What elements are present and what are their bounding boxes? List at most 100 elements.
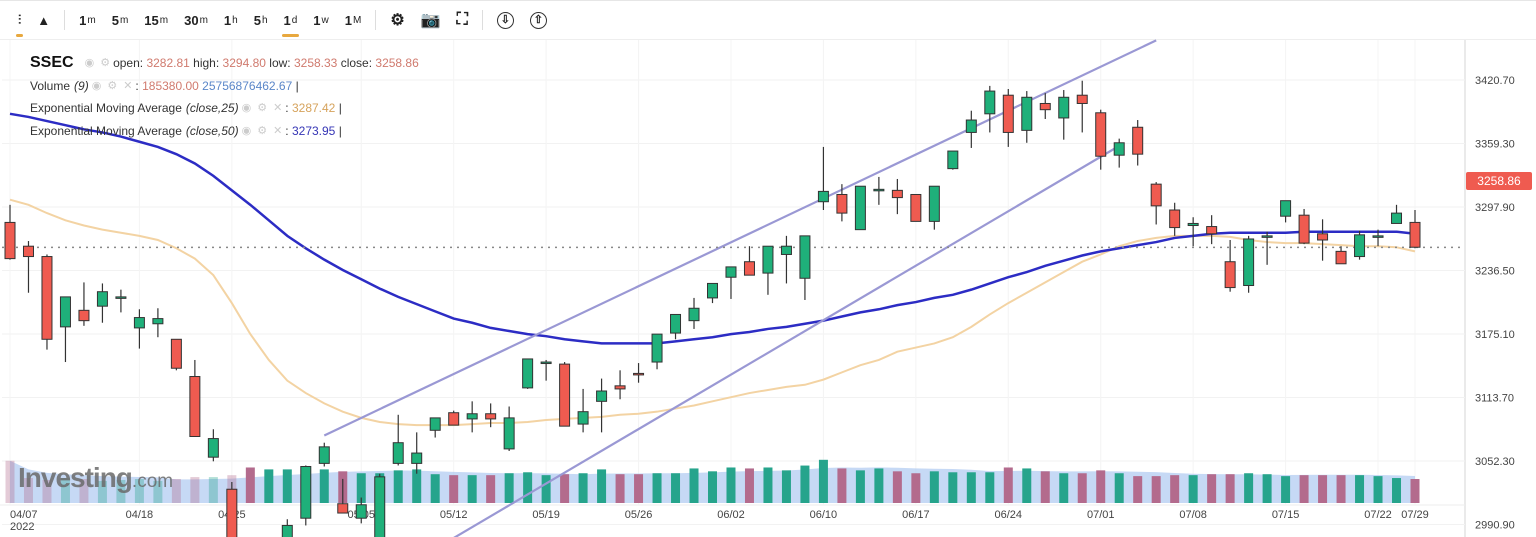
candle-body[interactable] xyxy=(559,363,571,427)
close-icon[interactable]: ✕ xyxy=(273,124,283,137)
candle-body[interactable] xyxy=(577,411,589,425)
candle-body[interactable] xyxy=(1021,96,1033,131)
candle-body[interactable] xyxy=(189,376,201,438)
settings-icon[interactable]: ⚙ xyxy=(257,124,268,137)
candle-body[interactable] xyxy=(1132,126,1144,155)
settings-icon[interactable]: ⚙ xyxy=(100,57,111,69)
candle-body[interactable] xyxy=(22,245,34,258)
candle-body[interactable] xyxy=(928,185,940,222)
candle-body[interactable] xyxy=(910,193,922,222)
candle-body[interactable] xyxy=(1335,250,1347,265)
candle-body[interactable] xyxy=(1058,96,1070,119)
candle-body[interactable] xyxy=(300,465,312,519)
candle-body[interactable] xyxy=(651,333,663,363)
candle-body[interactable] xyxy=(281,524,293,537)
candle-body[interactable] xyxy=(707,282,718,299)
candle-body[interactable] xyxy=(466,413,478,420)
candle-body[interactable] xyxy=(1280,200,1292,217)
candle-body[interactable] xyxy=(429,417,441,431)
candle-body[interactable] xyxy=(965,119,977,133)
candle-body[interactable] xyxy=(1409,221,1421,248)
fullscreen-button[interactable]: ⛶ xyxy=(449,1,476,39)
candle-body[interactable] xyxy=(725,266,737,278)
interval-15m-button[interactable]: 15 m xyxy=(136,1,176,39)
candle-body[interactable] xyxy=(522,358,534,389)
candle-body[interactable] xyxy=(1169,209,1181,229)
candle-body[interactable] xyxy=(207,438,219,458)
candle-body[interactable] xyxy=(374,476,386,537)
candle-body[interactable] xyxy=(1206,226,1218,235)
eye-icon[interactable]: ◉ xyxy=(91,79,102,92)
candle-body[interactable] xyxy=(1150,183,1162,207)
candle-body[interactable] xyxy=(226,488,238,537)
candle-body[interactable] xyxy=(1243,238,1255,287)
candle-body[interactable] xyxy=(596,390,608,402)
candle-body[interactable] xyxy=(780,245,792,255)
price-chart[interactable]: 3420.70 3359.30 3297.90 3236.50 3175.10 3113.… xyxy=(0,39,1536,537)
candle-body[interactable] xyxy=(743,261,755,276)
candle-body[interactable] xyxy=(355,504,367,519)
candle-body[interactable] xyxy=(152,318,164,325)
candle-body[interactable] xyxy=(1317,233,1329,241)
candle-body[interactable] xyxy=(503,417,515,450)
candle-body[interactable] xyxy=(817,190,829,203)
candle-body[interactable] xyxy=(947,150,959,170)
candle-body[interactable] xyxy=(799,235,811,279)
candle-body[interactable] xyxy=(1039,102,1051,111)
candle-body[interactable] xyxy=(633,372,645,376)
candle-body[interactable] xyxy=(873,188,885,192)
candle-body[interactable] xyxy=(59,296,71,328)
candle-body[interactable] xyxy=(891,189,903,199)
candle-body[interactable] xyxy=(485,413,497,420)
candle-body[interactable] xyxy=(1298,214,1310,244)
candle-body[interactable] xyxy=(854,185,866,231)
area-button[interactable]: ▲ xyxy=(29,1,58,39)
candle-body[interactable] xyxy=(1372,235,1384,238)
eye-icon[interactable]: ◉ xyxy=(241,124,252,137)
cloud-upload-button[interactable]: ⇧ xyxy=(522,1,555,39)
candle-body[interactable] xyxy=(614,385,626,390)
candle-body[interactable] xyxy=(1095,112,1107,157)
candle-body[interactable] xyxy=(78,309,90,322)
candle-body[interactable] xyxy=(1113,142,1125,156)
eye-icon[interactable]: ◉ xyxy=(84,57,95,69)
cloud-download-button[interactable]: ⇩ xyxy=(489,1,522,39)
candle-body[interactable] xyxy=(540,361,552,365)
candle-body[interactable] xyxy=(836,193,848,214)
candle-body[interactable] xyxy=(1076,94,1088,104)
close-icon[interactable]: ✕ xyxy=(123,79,133,92)
candle-body[interactable] xyxy=(1391,212,1403,224)
candle-body[interactable] xyxy=(1224,261,1236,289)
settings-icon[interactable]: ⚙ xyxy=(257,102,268,114)
candle-body[interactable] xyxy=(1261,235,1273,238)
settings-gear-button[interactable]: ⚙ xyxy=(382,1,412,39)
candle-body[interactable] xyxy=(392,442,404,464)
candle-body[interactable] xyxy=(337,503,349,514)
candle-body[interactable] xyxy=(115,296,127,299)
candle-body[interactable] xyxy=(670,313,682,334)
close-icon[interactable]: ✕ xyxy=(273,102,283,114)
candle-body[interactable] xyxy=(411,452,423,464)
candle-body[interactable] xyxy=(1187,222,1199,227)
candle-body[interactable] xyxy=(984,90,996,115)
candles-button[interactable]: ⫶ xyxy=(10,1,29,39)
candle-body[interactable] xyxy=(762,245,774,274)
candle-body[interactable] xyxy=(1002,94,1014,133)
settings-icon[interactable]: ⚙ xyxy=(107,79,118,92)
candle-body[interactable] xyxy=(41,256,53,340)
lower-channel-trendline[interactable] xyxy=(250,144,1120,537)
candle-body[interactable] xyxy=(133,317,145,329)
interval-30m-button[interactable]: 30 m xyxy=(176,1,216,39)
candle-body[interactable] xyxy=(96,291,108,307)
candle-body[interactable] xyxy=(4,221,16,260)
candle-body[interactable] xyxy=(318,446,330,464)
candle-body[interactable] xyxy=(1354,234,1366,258)
candle-body[interactable] xyxy=(170,338,182,369)
